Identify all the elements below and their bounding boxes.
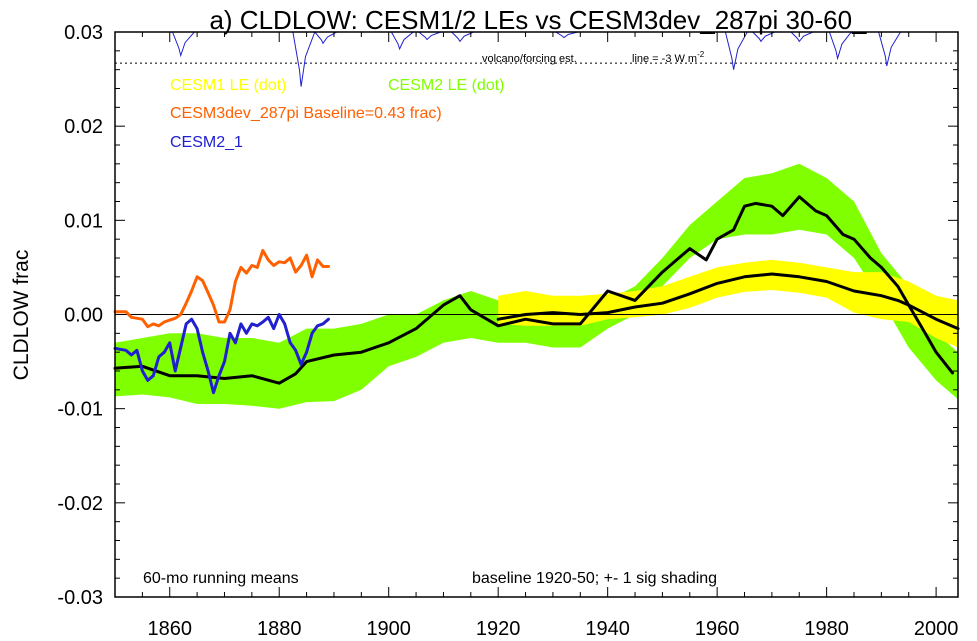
x-tick-label: 1900: [366, 618, 411, 640]
x-tick-label: 1980: [804, 618, 849, 640]
x-tick-label: 1960: [695, 618, 740, 640]
line-note-exponent: -2: [697, 50, 705, 59]
x-axis-ticks: 1860 1880 1900 1920 1940 1960 1980 2000: [114, 32, 959, 640]
bands-layer: [115, 163, 958, 409]
legend-cesm2-1: CESM2_1: [170, 134, 243, 151]
series-line-cesm1-le-1: [496, 272, 960, 331]
band-cesm2-le: [115, 163, 958, 409]
y-axis-label: CLDLOW frac: [10, 250, 33, 381]
y-tick-label: 0.02: [64, 116, 103, 138]
series-layer: [113, 195, 960, 395]
legend-cesm1-le: CESM1 LE (dot): [170, 77, 286, 94]
y-axis-ticks: 0.03 0.02 0.01 0.00 -0.01 -0.02 -0.03: [57, 22, 958, 609]
chart-title: a) CLDLOW: CESM1/2 LEs vs CESM3dev_287pi…: [209, 5, 867, 35]
x-tick-label: 1940: [585, 618, 630, 640]
legend-cesm2-le: CESM2 LE (dot): [388, 77, 504, 94]
y-tick-label: 0.03: [64, 22, 103, 44]
running-mean-note: 60-mo running means: [143, 570, 299, 587]
series-line-cesm2-1-3: [113, 313, 330, 395]
y-tick-label: 0.00: [64, 305, 103, 327]
x-tick-label: 1880: [257, 618, 302, 640]
y-tick-label: -0.03: [57, 587, 103, 609]
series-line-cesm3dev-287pi-2: [113, 249, 330, 329]
y-tick-label: -0.01: [57, 399, 103, 421]
x-tick-label: 1860: [147, 618, 192, 640]
y-tick-label: 0.01: [64, 210, 103, 232]
y-tick-label: -0.02: [57, 493, 103, 515]
volcano-note: volcano/forcing est.: [482, 53, 577, 65]
series-line-cesm2-le-0: [113, 195, 954, 385]
x-tick-label: 1920: [476, 618, 521, 640]
line-note-text: line = -3 W m: [632, 53, 697, 65]
band-cesm1-le: [498, 259, 958, 348]
line-note: line = -3 W m-2: [632, 50, 705, 65]
baseline-note: baseline 1920-50; +- 1 sig shading: [472, 570, 717, 587]
plot-area: [113, 31, 960, 409]
legend-cesm3dev: CESM3dev_287pi Baseline=0.43 frac): [170, 105, 442, 122]
x-tick-label: 2000: [914, 618, 959, 640]
